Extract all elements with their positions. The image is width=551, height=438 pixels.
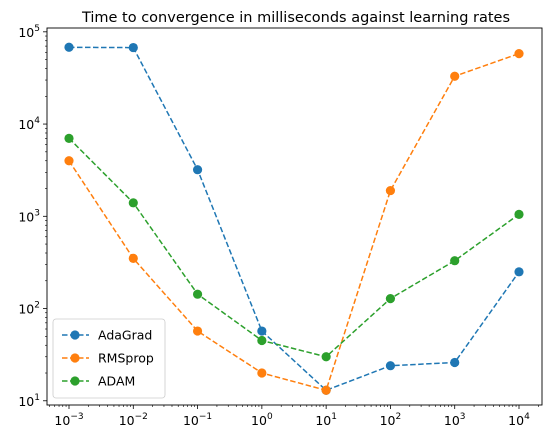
data-point-rmsprop <box>128 253 138 263</box>
x-tick-label: 103 <box>444 412 466 428</box>
legend-box <box>52 318 166 399</box>
data-point-adagrad <box>192 165 203 175</box>
series-line-adam <box>68 137 520 358</box>
legend-marker-adam <box>70 376 80 386</box>
data-point-adam <box>321 352 331 362</box>
data-point-rmsprop <box>192 326 203 336</box>
y-tick-label: 102 <box>18 301 40 317</box>
data-point-adam <box>257 335 267 346</box>
data-point-adam <box>128 198 138 208</box>
y-tick-label: 101 <box>18 393 40 409</box>
axes-frame <box>46 27 543 406</box>
x-tick-label: 10−2 <box>119 412 148 428</box>
data-point-adagrad <box>514 267 524 277</box>
data-point-rmsprop <box>514 49 524 59</box>
data-point-rmsprop <box>450 71 460 81</box>
data-point-rmsprop <box>321 385 331 395</box>
legend-marker-adagrad <box>70 330 80 340</box>
data-point-adam <box>192 289 203 299</box>
data-point-adagrad <box>257 326 267 336</box>
legend-label-adagrad: AdaGrad <box>98 328 152 343</box>
data-point-adam <box>450 256 460 266</box>
data-point-adagrad <box>64 42 74 52</box>
data-point-adagrad <box>385 361 396 371</box>
y-tick-label: 105 <box>18 24 40 40</box>
data-point-rmsprop <box>257 368 267 378</box>
legend-label-rmsprop: RMSprop <box>98 351 154 366</box>
x-tick-label: 101 <box>315 412 337 428</box>
plot-area: 10−3 10−2 10−1 100 101 102 103 104 101 102 103 104 1… <box>18 24 539 428</box>
x-tick-label: 104 <box>508 412 530 428</box>
x-tick-label: 10−1 <box>183 412 212 428</box>
x-tick-label: 102 <box>380 412 402 428</box>
data-point-adam <box>385 294 396 304</box>
legend: AdaGrad RMSprop ADAM <box>52 318 166 399</box>
data-point-adagrad <box>450 357 460 368</box>
data-point-rmsprop <box>385 185 396 196</box>
chart-title: Time to convergence in milliseconds agai… <box>81 10 510 26</box>
series-line-adagrad <box>68 46 520 392</box>
data-point-adam <box>514 209 524 219</box>
legend-label-adam: ADAM <box>98 374 135 389</box>
data-point-adam <box>64 133 74 143</box>
y-tick-label: 104 <box>18 116 40 132</box>
legend-marker-rmsprop <box>70 353 80 363</box>
data-point-adagrad <box>128 42 138 53</box>
y-tick-label: 103 <box>18 208 40 224</box>
x-tick-label: 100 <box>251 412 273 428</box>
x-tick-label: 10−3 <box>54 412 83 428</box>
series-line-rmsprop <box>68 52 520 392</box>
data-point-rmsprop <box>64 156 74 166</box>
